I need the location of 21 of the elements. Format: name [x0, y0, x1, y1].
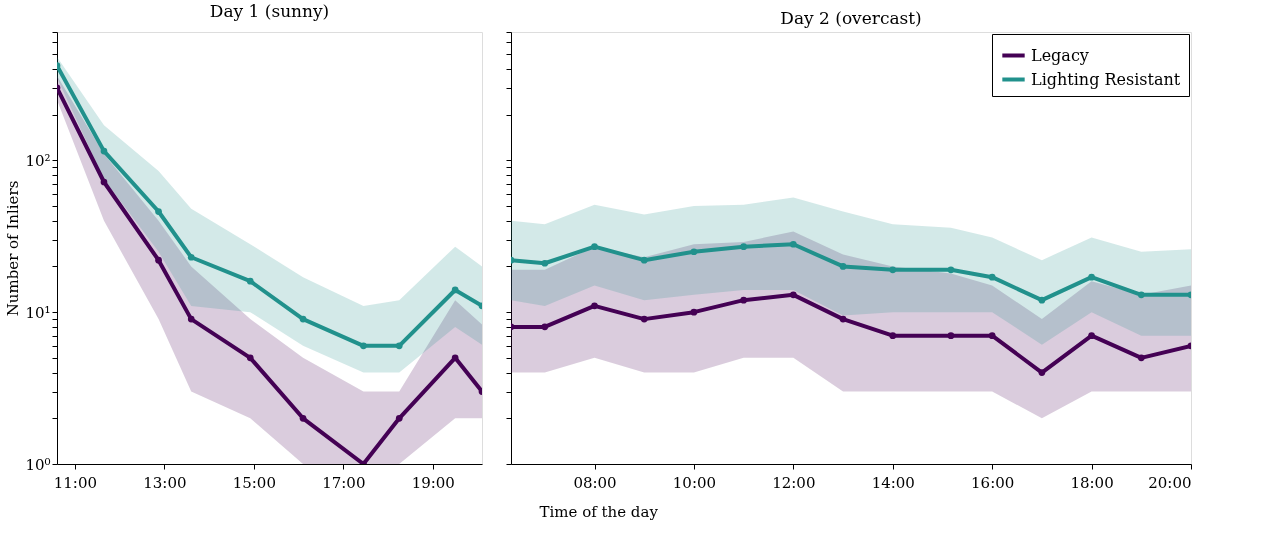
x-tick-label: 12:00 [772, 473, 816, 492]
y-axis-title: Number of Inliers [4, 180, 23, 317]
x-axis-title: Time of the day [539, 502, 659, 521]
chart-title: Day 2 (overcast) [780, 7, 922, 28]
y-tick-label: 10² [25, 151, 51, 170]
x-tick-label: 16:00 [971, 473, 1015, 492]
x-tick-label: 14:00 [871, 473, 915, 492]
chart-title: Day 1 (sunny) [209, 1, 330, 21]
x-tick-label: 17:00 [322, 473, 366, 492]
x-tick-label: 10:00 [672, 473, 717, 492]
x-tick-label: 13:00 [143, 473, 187, 492]
x-tick-label: 15:00 [232, 473, 276, 492]
legend-label: Legacy [1031, 45, 1089, 65]
x-tick-label: 19:00 [411, 473, 455, 492]
y-tick-label: 10⁰ [25, 455, 51, 474]
x-tick-label: 08:00 [573, 473, 617, 492]
y-tick-label: 10¹ [25, 303, 51, 322]
x-tick-label: 18:00 [1070, 473, 1114, 492]
legend-label: Lighting Resistant [1031, 69, 1181, 89]
x-tick-label: 20:00 [1148, 473, 1192, 492]
x-tick-label: 11:00 [53, 473, 98, 492]
